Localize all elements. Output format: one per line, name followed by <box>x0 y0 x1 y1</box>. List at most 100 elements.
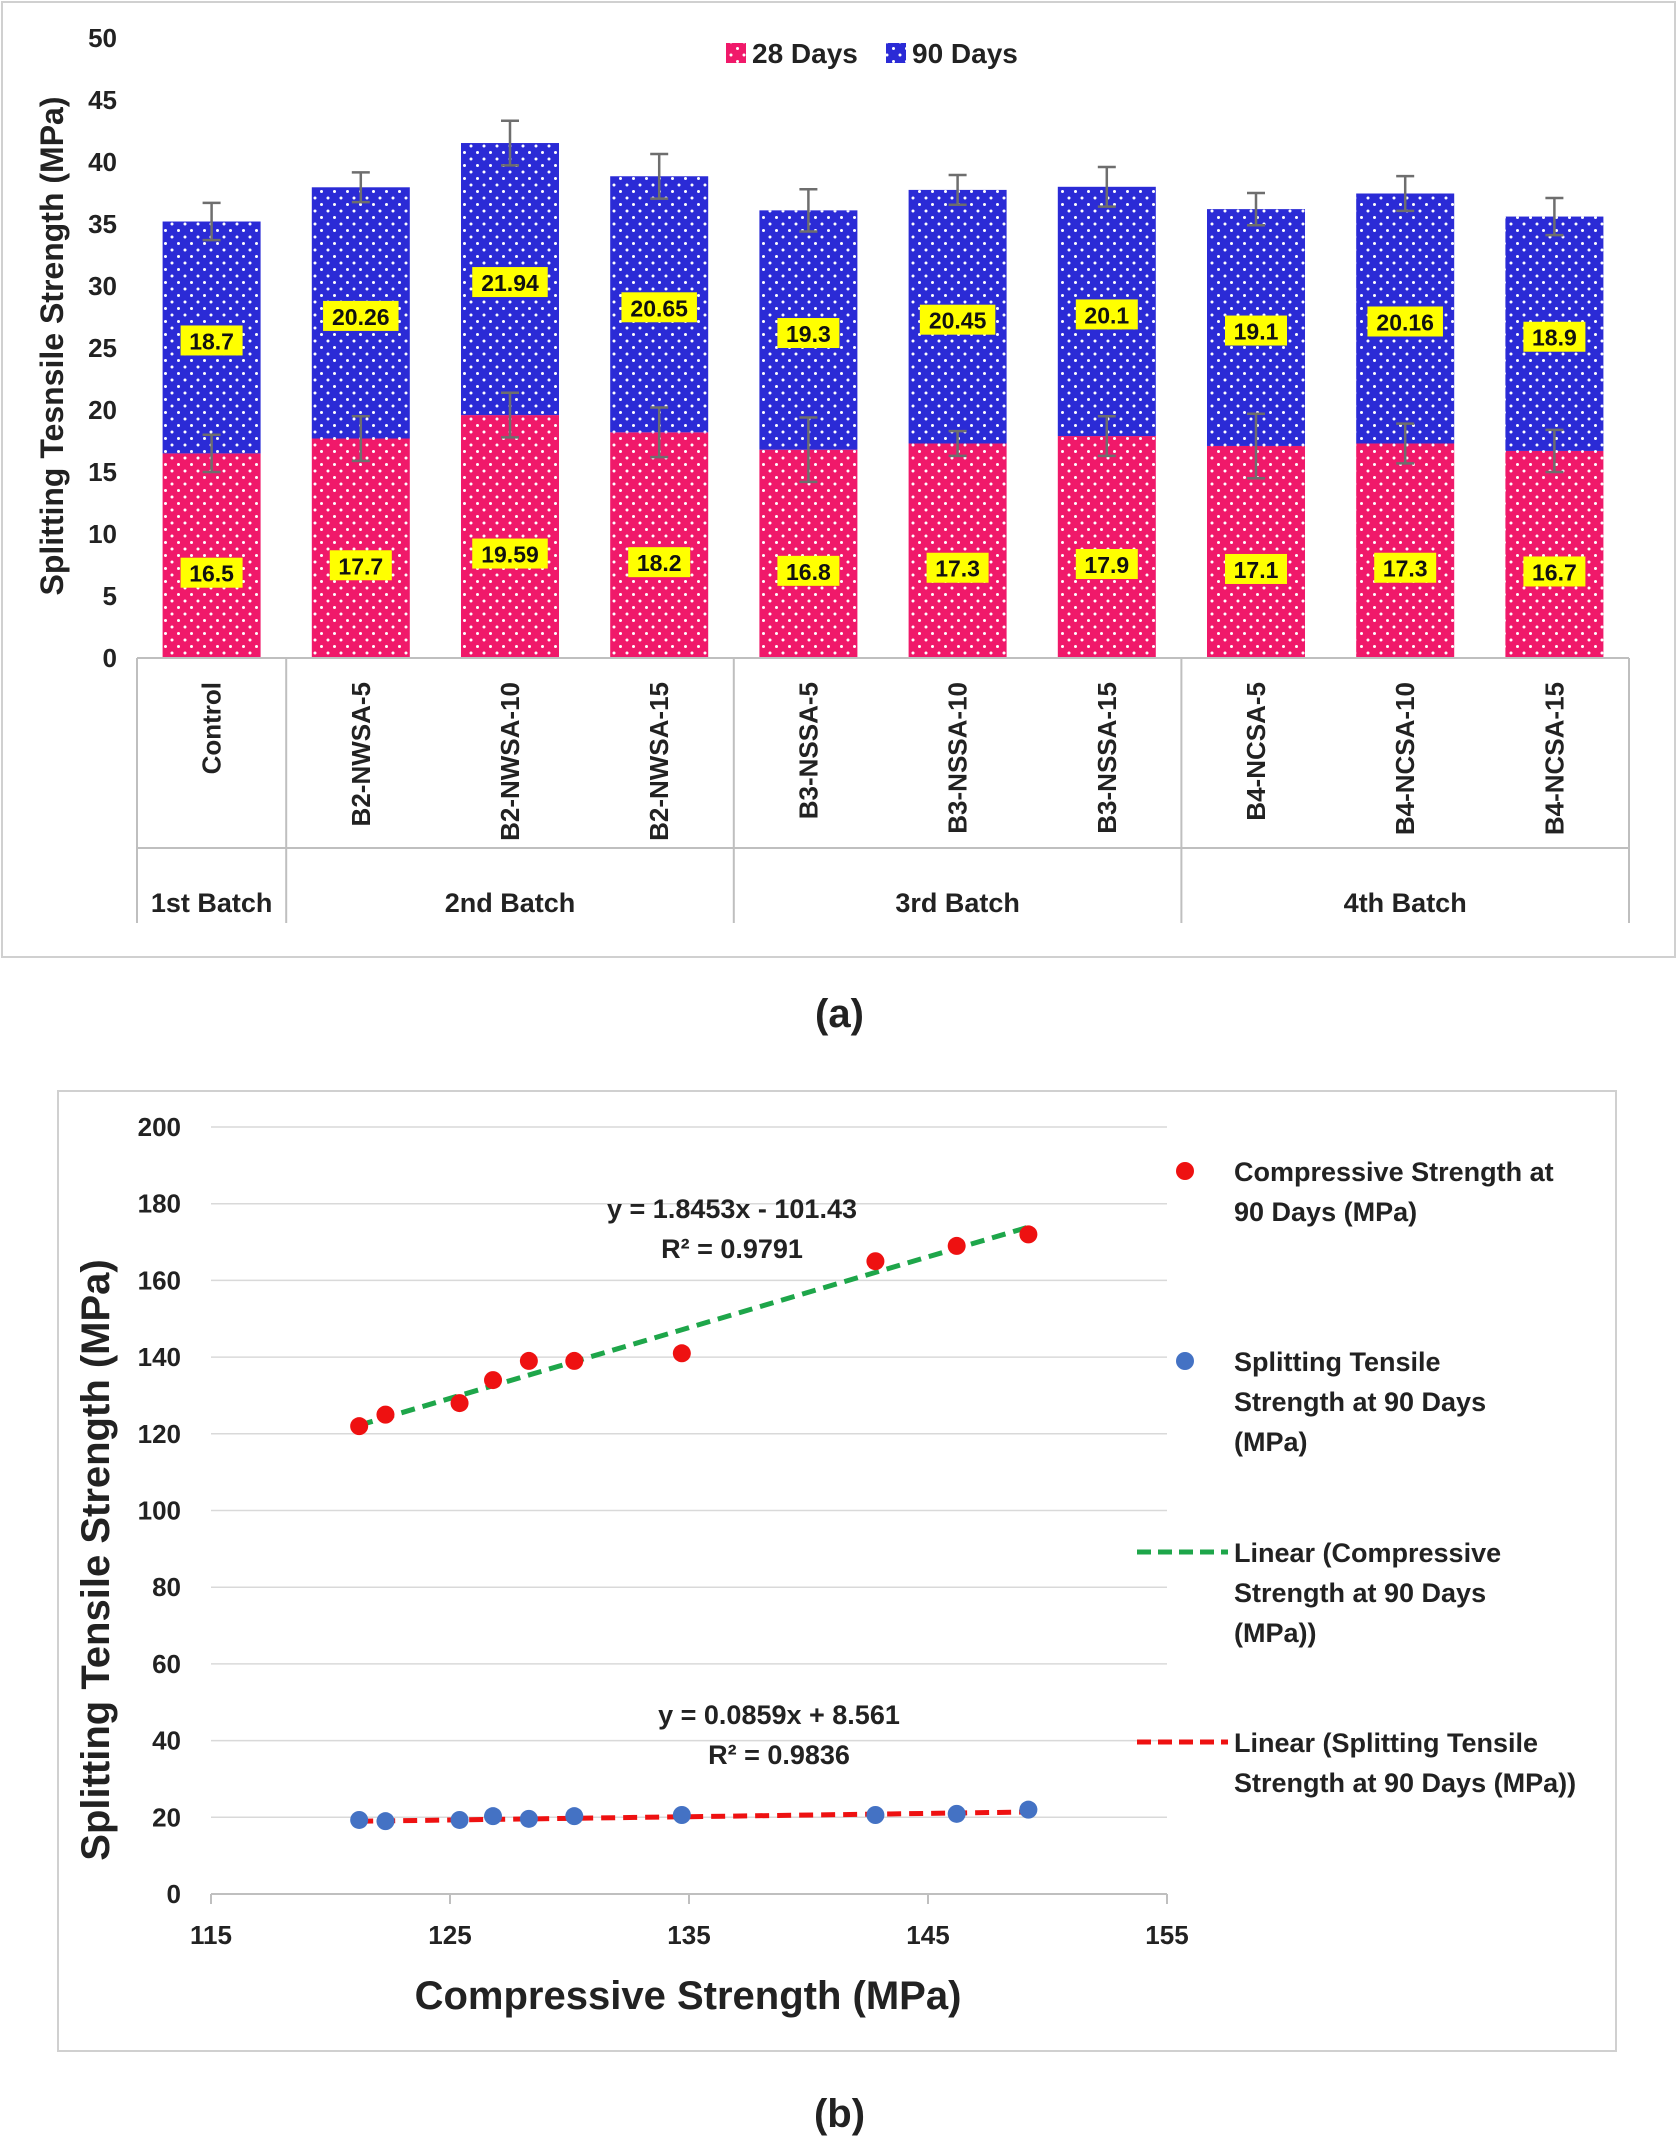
data-label-28-days-bg <box>329 550 392 581</box>
legend-label: Splitting Tensile <box>1234 1347 1441 1377</box>
point-tensile <box>350 1810 369 1829</box>
error-bar-90-days <box>1097 165 1116 208</box>
error-bar-90-days <box>799 188 818 233</box>
data-label-90-days: 18.9 <box>1532 325 1577 351</box>
error-bar-90-days <box>501 119 519 167</box>
point-compressive <box>450 1394 469 1413</box>
legend-marker <box>1176 1162 1194 1180</box>
legend-swatch-pattern <box>726 43 746 63</box>
data-label-28-days-bg <box>1225 553 1287 584</box>
group-label: 1st Batch <box>151 888 273 918</box>
stacked-bar-chart: 16.5 18.7 17.7 20.26 19.59 21.94 18.2 20.65 16.8… <box>1 1 1676 958</box>
legend-label: Strength at 90 Days <box>1234 1578 1486 1608</box>
x-tick-label: B3-NSSA-5 <box>793 682 823 819</box>
chart-b-frame <box>57 1090 1617 2052</box>
point-compressive <box>1019 1225 1038 1244</box>
error-bar-90-days <box>1396 174 1415 213</box>
error-bar-90-days <box>351 171 370 204</box>
data-label-28-days: 17.3 <box>1383 556 1428 582</box>
y-tick-label: 30 <box>88 271 117 301</box>
data-label-28-days-bg <box>926 552 989 583</box>
point-tensile <box>672 1805 691 1824</box>
error-bar-90-days <box>1545 196 1564 237</box>
data-label-28-days: 16.7 <box>1532 559 1577 585</box>
x-tick-label: Control <box>197 682 227 774</box>
bar-28-days-pattern <box>759 449 858 658</box>
data-label-90-days: 19.3 <box>786 321 831 347</box>
x-tick-label: 155 <box>1145 1920 1188 1950</box>
data-label-90-days-bg <box>1523 321 1586 352</box>
point-tensile <box>947 1804 966 1823</box>
y-tick-label: 120 <box>138 1419 181 1449</box>
data-label-28-days: 17.3 <box>935 556 980 582</box>
group-label: 4th Batch <box>1344 888 1467 918</box>
x-tick-label: 125 <box>428 1920 471 1950</box>
data-label-90-days-bg <box>472 267 548 298</box>
y-tick-label: 80 <box>152 1572 181 1602</box>
error-bar-28-days <box>1097 414 1116 458</box>
x-tick-label: 145 <box>906 1920 949 1950</box>
y-tick-label: 40 <box>152 1726 181 1756</box>
data-label-28-days: 18.2 <box>637 550 682 576</box>
error-bar-28-days <box>1247 412 1265 480</box>
error-bar-90-days <box>202 201 221 242</box>
legend-label: Linear (Splitting Tensile <box>1234 1728 1538 1758</box>
error-bar-28-days <box>650 406 669 459</box>
data-label-28-days: 16.5 <box>189 561 234 587</box>
x-axis-title: Compressive Strength (MPa) <box>415 1974 962 2018</box>
data-label-28-days-bg <box>628 547 691 578</box>
error-bar-28-days <box>351 414 370 463</box>
point-compressive <box>376 1405 395 1424</box>
legend-label: Strength at 90 Days <box>1234 1387 1486 1417</box>
point-tensile <box>1019 1800 1038 1819</box>
bar-28-days-pattern <box>1057 436 1156 658</box>
y-tick-label: 100 <box>138 1496 181 1526</box>
y-tick-label: 20 <box>152 1802 181 1832</box>
trendline-equation: y = 1.8453x - 101.43 <box>607 1194 857 1224</box>
trendline-r2: R² = 0.9791 <box>661 1234 803 1264</box>
y-tick-label: 35 <box>88 209 117 239</box>
bar-28-days-pattern <box>461 415 559 658</box>
legend-label: (MPa) <box>1234 1427 1308 1457</box>
x-tick-label: B3-NSSA-15 <box>1092 682 1122 834</box>
trendline <box>358 1224 1030 1428</box>
point-compressive <box>484 1371 503 1390</box>
legend-label: Linear (Compressive <box>1234 1538 1501 1568</box>
x-tick-label: 135 <box>667 1920 710 1950</box>
legend-label: 90 Days (MPa) <box>1234 1197 1417 1227</box>
data-label-90-days-bg <box>323 300 399 331</box>
y-tick-label: 15 <box>88 457 117 487</box>
point-tensile <box>519 1809 538 1828</box>
caption-a: (a) <box>815 992 864 1036</box>
y-axis-title: Splitting Tensile Strength (MPa) <box>74 1259 118 1860</box>
data-label-28-days-bg <box>1523 556 1586 587</box>
legend-label: Compressive Strength at <box>1234 1157 1554 1187</box>
y-tick-label: 50 <box>88 23 117 53</box>
x-tick-label: B2-NWSA-10 <box>495 682 525 841</box>
x-tick-label: B3-NSSA-10 <box>943 682 973 834</box>
y-tick-label: 10 <box>88 519 117 549</box>
caption-b: (b) <box>813 2092 866 2136</box>
data-label-28-days-bg <box>1374 552 1437 583</box>
point-tensile <box>484 1807 503 1826</box>
y-tick-label: 200 <box>138 1112 181 1142</box>
x-tick-label: B2-NWSA-15 <box>644 682 674 841</box>
data-label-28-days: 17.9 <box>1084 552 1129 578</box>
error-bar-90-days <box>948 173 967 207</box>
scatter-chart: 0 20 40 60 80 100 120 140 160 180 200 115 125 135 145 1… <box>57 1090 1617 2052</box>
y-axis-title: Splitting Tesnsile Strength (MPa) <box>34 97 70 596</box>
data-label-90-days-bg <box>777 318 840 349</box>
y-tick-label: 180 <box>138 1189 181 1219</box>
point-compressive <box>565 1351 584 1370</box>
trendline <box>359 1809 1029 1824</box>
data-label-28-days: 16.8 <box>786 559 831 585</box>
point-compressive <box>519 1351 538 1370</box>
legend-label: (MPa)) <box>1234 1618 1317 1648</box>
y-tick-label: 140 <box>138 1342 181 1372</box>
data-label-28-days-bg <box>777 555 840 586</box>
y-tick-label: 45 <box>88 85 117 115</box>
legend-label: 90 Days <box>912 38 1018 69</box>
x-tick-label: B4-NCSA-5 <box>1241 682 1271 821</box>
y-tick-label: 5 <box>103 581 117 611</box>
data-label-90-days: 20.1 <box>1084 302 1129 328</box>
